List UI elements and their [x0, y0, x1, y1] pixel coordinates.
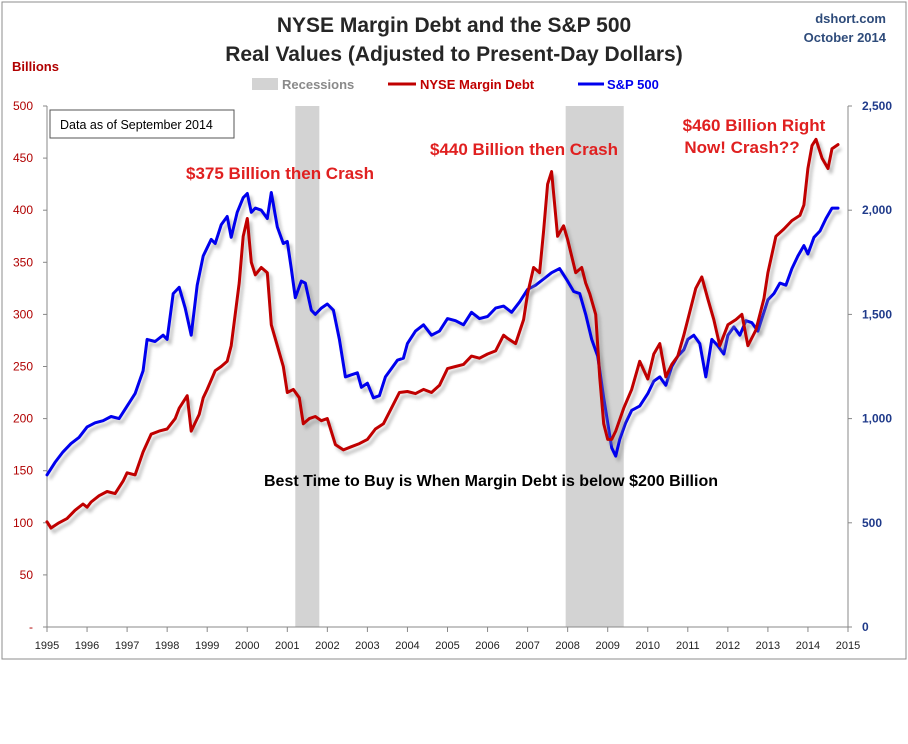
chart-frame [1, 1, 907, 660]
data-note-text: Data as of September 2014 [60, 118, 213, 132]
source-credit: dshort.com [815, 11, 886, 26]
x-tick-label: 1998 [155, 640, 179, 652]
x-tick-label: 2007 [515, 640, 539, 652]
sp500-line [45, 191, 840, 477]
right-tick-label: 1,500 [862, 307, 892, 321]
recession-bands [295, 106, 624, 627]
left-tick-label: 500 [13, 99, 33, 113]
x-tick-label: 2002 [315, 640, 339, 652]
annotation-375-crash: $375 Billion then Crash [186, 164, 374, 183]
x-tick-label: 2003 [355, 640, 379, 652]
x-tick-label: 1996 [75, 640, 99, 652]
legend-recessions-swatch [252, 78, 278, 90]
x-tick-label: 1997 [115, 640, 139, 652]
x-tick-label: 2004 [395, 640, 419, 652]
left-tick-label: 300 [13, 307, 33, 321]
x-tick-label: 2009 [595, 640, 619, 652]
x-tick-label: 2014 [796, 640, 820, 652]
x-tick-label: 2000 [235, 640, 259, 652]
chart-title-line2: Real Values (Adjusted to Present-Day Dol… [225, 43, 682, 66]
recession-band-2 [565, 106, 624, 627]
x-tick-label: 2001 [275, 640, 299, 652]
x-tick-label: 2011 [676, 640, 700, 652]
x-tick-label: 2013 [756, 640, 780, 652]
right-tick-label: 2,000 [862, 203, 892, 217]
right-tick-label: 500 [862, 516, 882, 530]
legend-sp500-label: S&P 500 [607, 77, 659, 92]
annotation-crash-question: Now! Crash?? [684, 138, 799, 157]
data-note-frame [49, 109, 235, 139]
source-date: October 2014 [804, 30, 887, 45]
data-note-box: Data as of September 2014 [49, 109, 235, 139]
left-tick-label: 50 [20, 568, 34, 582]
left-axis-unit: Billions [12, 59, 59, 74]
x-tick-label: 2015 [836, 640, 860, 652]
left-tick-label: - [29, 620, 33, 634]
axes: - 50 100 150 200 250 300 350 400 450 500 0 500 1,000 1… [13, 99, 892, 652]
chart-title-line1: NYSE Margin Debt and the S&P 500 [277, 14, 631, 37]
legend-margin-debt-label: NYSE Margin Debt [420, 77, 535, 92]
annotation-460-now: $460 Billion Right [683, 116, 826, 135]
right-tick-label: 0 [862, 620, 869, 634]
x-tick-label: 1995 [35, 640, 59, 652]
legend-recessions-label: Recessions [282, 77, 354, 92]
annotation-best-time-to-buy: Best Time to Buy is When Margin Debt is … [264, 473, 718, 490]
x-tick-label: 2008 [555, 640, 579, 652]
left-tick-label: 100 [13, 516, 33, 530]
left-tick-label: 150 [13, 464, 33, 478]
x-tick-label: 2005 [435, 640, 459, 652]
series-lines [45, 137, 842, 534]
left-tick-label: 250 [13, 360, 33, 374]
x-tick-label: 2010 [636, 640, 660, 652]
left-tick-label: 400 [13, 203, 33, 217]
legend: Recessions NYSE Margin Debt S&P 500 [252, 77, 659, 92]
annotation-440-crash: $440 Billion then Crash [430, 140, 618, 159]
left-tick-label: 350 [13, 255, 33, 269]
margin-debt-line [45, 137, 840, 530]
right-tick-label: 2,500 [862, 99, 892, 113]
left-tick-label: 200 [13, 412, 33, 426]
x-tick-label: 2012 [716, 640, 740, 652]
recession-band-1 [295, 106, 320, 627]
x-tick-label: 1999 [195, 640, 219, 652]
left-tick-label: 450 [13, 151, 33, 165]
x-tick-label: 2006 [475, 640, 499, 652]
right-tick-label: 1,000 [862, 412, 892, 426]
